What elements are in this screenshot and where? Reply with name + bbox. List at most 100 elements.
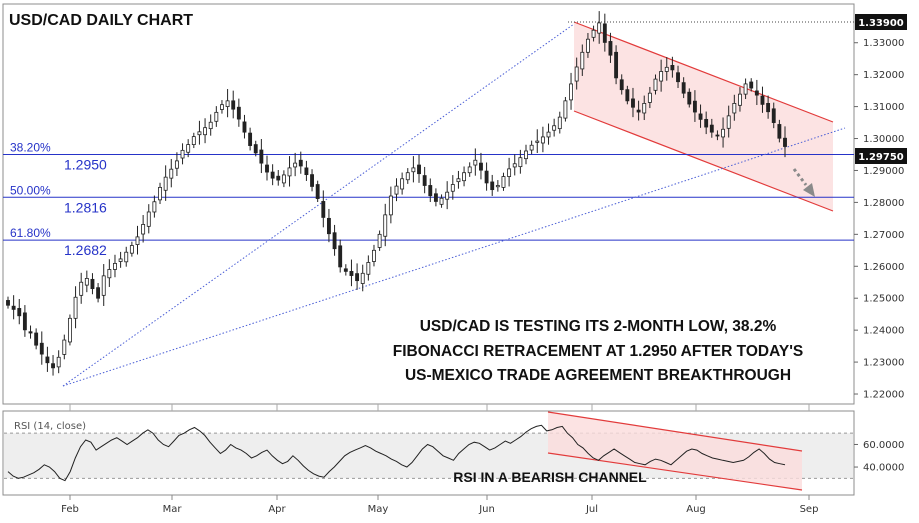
candle-body (242, 121, 247, 133)
candle-body (152, 201, 157, 213)
candle-body (39, 342, 44, 355)
fib-swing-line (62, 23, 575, 387)
fib-percent-label: 61.80% (10, 226, 51, 240)
candle-body (62, 339, 67, 355)
month-label: Sep (800, 504, 819, 515)
annotation-line-2: FIBONACCI RETRACEMENT AT 1.2950 AFTER TO… (393, 343, 803, 360)
candle-body (113, 262, 117, 270)
rsi-tick-label: 40.0000 (863, 463, 904, 474)
candle-body (749, 81, 754, 89)
candle-body (495, 185, 500, 188)
candle-body (597, 22, 602, 34)
rsi-annotation: RSI IN A BEARISH CHANNEL (453, 469, 647, 485)
candle-body (501, 176, 506, 188)
candle-body (608, 41, 613, 56)
candle-body (214, 111, 219, 122)
candle-body (535, 140, 540, 143)
rsi-tick-label: 60.0000 (863, 440, 904, 451)
month-label: Mar (163, 504, 183, 515)
candle-body (265, 164, 269, 173)
candle-body (524, 150, 528, 160)
candle-body (163, 176, 168, 191)
price-tick-label: 1.23000 (863, 358, 904, 369)
candle-body (715, 134, 720, 137)
candle-body (231, 100, 236, 110)
price-tick-label: 1.30000 (863, 134, 904, 145)
candle-body (771, 108, 776, 123)
fib-value-label: 1.2682 (64, 242, 107, 258)
month-label: Jul (585, 504, 598, 515)
rsi-line (7, 424, 786, 482)
candle-body (726, 115, 731, 129)
candle-body (540, 136, 545, 144)
candle-body (490, 181, 495, 191)
candle-body (670, 65, 675, 71)
projection-arrow (792, 168, 815, 197)
candle-body (67, 317, 72, 343)
annotation-line-3: US-MEXICO TRADE AGREEMENT BREAKTHROUGH (405, 367, 791, 384)
candle-body (574, 66, 579, 82)
price-tick-label: 1.24000 (863, 326, 904, 337)
candle-body (338, 245, 343, 268)
candle-body (692, 100, 697, 113)
candle-body (704, 118, 709, 128)
candle-body (698, 113, 703, 120)
candle-body (293, 162, 298, 168)
channel-upper (573, 21, 834, 123)
candle-body (687, 91, 692, 105)
price-tick-label: 1.31000 (863, 102, 904, 113)
candle-body (248, 132, 253, 146)
candle-body (400, 178, 405, 190)
candle-body (146, 211, 151, 227)
price-tick-label: 1.26000 (863, 262, 904, 273)
candle-body (563, 100, 568, 119)
bearish-channel (573, 21, 834, 212)
candle-body (253, 144, 258, 154)
candle-body (107, 269, 112, 279)
candle-body (45, 356, 50, 364)
candle-body (743, 83, 748, 95)
candle-body (169, 168, 174, 179)
candle-body (546, 131, 551, 138)
candle-body (315, 184, 320, 199)
candle-body (124, 251, 129, 263)
candle-body (642, 103, 647, 114)
price-tick-label: 1.32000 (863, 70, 904, 81)
candle-body (417, 164, 421, 175)
candle-body (73, 296, 78, 319)
candle-body (220, 104, 224, 110)
month-label: Apr (268, 504, 286, 515)
trend-lines (62, 21, 855, 387)
candle-body (766, 103, 771, 113)
price-axis: 1.22000 1.23000 1.24000 1.25000 1.26000 1.270… (854, 38, 904, 401)
candle-body (96, 287, 101, 299)
time-axis: Feb Mar Apr May Jun Jul Aug Sep (61, 504, 818, 515)
candle-body (321, 201, 326, 218)
price-panel-frame (2, 3, 855, 405)
channel-fill (574, 22, 833, 211)
candle-body (631, 98, 635, 108)
candle-body (614, 51, 619, 79)
candle-body (428, 185, 433, 197)
candle-body (56, 356, 61, 368)
candle-body (129, 245, 134, 254)
candle-body (11, 305, 16, 310)
candle-body (135, 236, 140, 245)
candle-body (569, 83, 573, 101)
candle-body (197, 131, 202, 136)
candle-body (203, 127, 208, 136)
candle-body (79, 281, 84, 296)
candle-body (467, 166, 472, 174)
candle-body (158, 186, 162, 201)
candle-body (439, 197, 444, 205)
candle-body (276, 175, 281, 181)
rsi-indicator: 60.0000 40.0000 (4, 411, 904, 491)
candle-body (208, 121, 213, 130)
candle-body (411, 167, 416, 173)
candle-body (552, 125, 557, 131)
candle-body (383, 214, 388, 237)
candle-body (529, 144, 534, 151)
candle-body (310, 174, 314, 187)
rsi-title: RSI (14, close) (14, 421, 86, 432)
candle-body (619, 79, 624, 91)
